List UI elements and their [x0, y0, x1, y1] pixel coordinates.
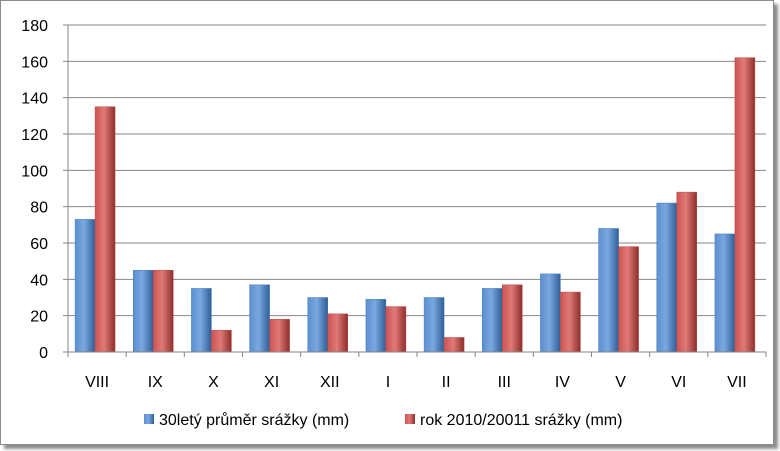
x-tick-label: IV [555, 374, 570, 391]
bar-year-V [618, 246, 639, 353]
legend-swatch [405, 414, 415, 424]
y-tick-label: 60 [30, 236, 48, 253]
bar-average-XI [249, 284, 270, 353]
bar-average-IX [133, 270, 154, 353]
bar-year-XII [327, 313, 348, 353]
x-tick-label: II [442, 374, 451, 391]
x-tick-label: VI [671, 374, 686, 391]
bar-average-VII [714, 233, 736, 353]
chart-frame: 0 20 40 60 80 100 120 140 160 180 VIII IX X XI XII I II… [0, 0, 774, 445]
bar-average-V [598, 228, 619, 353]
legend: 30letý průměr srážky (mm) rok 2010/20011 … [144, 411, 622, 429]
bar-average-III [482, 288, 503, 353]
bar-year-VI [676, 191, 697, 353]
bar-year-III [502, 284, 523, 353]
bar-year-VII [734, 57, 756, 353]
legend-label: 30letý průměr srážky (mm) [159, 411, 349, 429]
x-tick-label: III [498, 374, 511, 391]
bar-average-XII [307, 297, 328, 353]
bar-average-I [365, 299, 387, 353]
bar-year-X [211, 329, 232, 353]
x-tick-label: VIII [85, 374, 109, 391]
y-axis: 0 20 40 60 80 100 120 140 160 180 [21, 18, 69, 362]
x-tick-label: I [386, 374, 390, 391]
bar-average-VIII [74, 219, 96, 353]
x-axis: VIII IX X XI XII I II III IV V VI VII [67, 351, 767, 391]
bar-year-VIII [94, 106, 116, 353]
bar-year-II [443, 337, 465, 353]
y-tick-label: 40 [30, 272, 48, 289]
y-tick-label: 120 [21, 127, 48, 144]
y-tick-label: 0 [39, 345, 48, 362]
gridlines [68, 24, 766, 353]
x-tick-label: VII [727, 374, 747, 391]
bar-year-XI [269, 319, 290, 353]
x-tick-label: V [615, 374, 626, 391]
y-tick-label: 140 [21, 91, 48, 108]
bar-average-VI [656, 202, 677, 353]
x-tick-label: X [208, 374, 219, 391]
bar-average-II [423, 297, 445, 353]
bar-year-IV [560, 291, 581, 353]
y-tick-label: 80 [30, 200, 48, 217]
x-tick-label: XII [320, 374, 340, 391]
y-tick-label: 100 [21, 163, 48, 180]
bar-year-IX [153, 270, 174, 353]
x-tick-label: IX [148, 374, 163, 391]
y-tick-label: 160 [21, 54, 48, 71]
legend-swatch [144, 414, 154, 424]
bars [74, 57, 756, 353]
bar-average-X [191, 288, 212, 353]
bar-year-I [385, 306, 407, 353]
bar-average-IV [540, 273, 561, 353]
legend-label: rok 2010/20011 srážky (mm) [420, 412, 622, 429]
y-tick-label: 180 [21, 18, 48, 35]
y-tick-label: 20 [30, 309, 48, 326]
x-tick-label: XI [264, 374, 279, 391]
